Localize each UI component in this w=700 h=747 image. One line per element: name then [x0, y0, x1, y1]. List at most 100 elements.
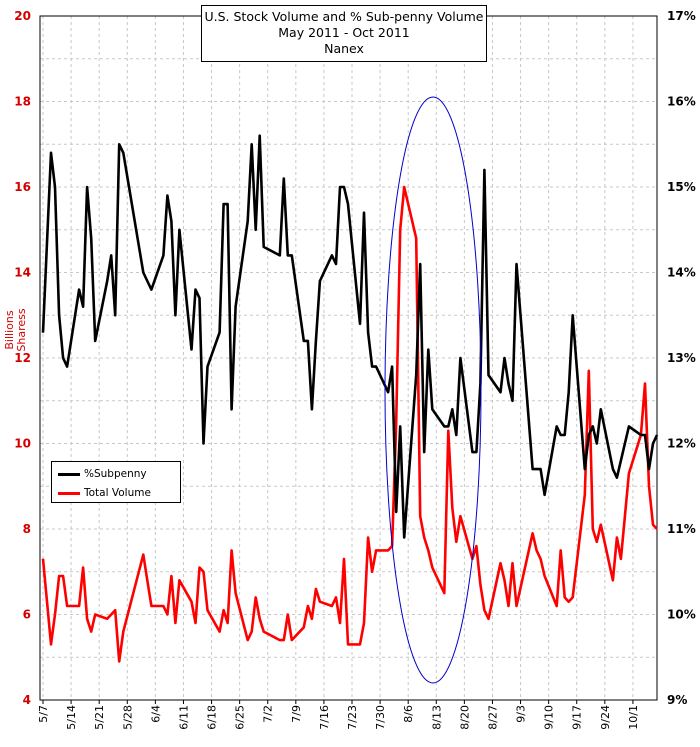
- right-tick-label: 9%: [667, 693, 687, 707]
- data-point: [162, 254, 164, 256]
- x-tick-label: 9/24: [599, 705, 612, 730]
- data-point: [114, 609, 116, 611]
- left-tick-label: 6: [23, 608, 31, 622]
- left-tick-label: 12: [14, 351, 31, 365]
- data-point: [471, 451, 473, 453]
- data-point: [331, 254, 333, 256]
- data-point: [339, 622, 341, 624]
- data-point: [146, 280, 148, 282]
- data-point: [50, 152, 52, 154]
- data-point: [459, 357, 461, 359]
- x-tick-label: 9/3: [515, 705, 528, 723]
- data-point: [499, 562, 502, 564]
- data-point: [507, 383, 510, 385]
- x-tick-label: 9/17: [571, 705, 584, 730]
- data-point: [564, 434, 566, 436]
- data-point: [415, 237, 417, 239]
- data-point: [419, 263, 421, 265]
- data-point: [331, 605, 333, 607]
- data-point: [106, 618, 108, 620]
- right-tick-label: 17%: [667, 9, 696, 23]
- data-point: [443, 425, 445, 427]
- data-point: [263, 246, 265, 248]
- data-point: [387, 391, 389, 393]
- data-point: [560, 549, 562, 551]
- data-point: [487, 618, 490, 620]
- data-point: [584, 468, 586, 470]
- highlight-ellipse: [384, 96, 482, 684]
- data-point: [644, 383, 646, 385]
- data-point: [62, 357, 64, 359]
- x-tick-label: 6/11: [177, 705, 190, 730]
- data-point: [206, 365, 209, 368]
- data-point: [459, 515, 461, 517]
- data-point: [427, 348, 429, 351]
- data-point: [568, 601, 570, 603]
- data-point: [455, 434, 457, 436]
- data-point: [419, 515, 421, 517]
- data-point: [42, 558, 44, 560]
- data-point: [556, 605, 558, 607]
- data-point: [247, 220, 249, 222]
- data-point: [110, 254, 112, 256]
- chart-subtitle: May 2011 - Oct 2011: [278, 25, 410, 40]
- left-tick-label: 4: [23, 693, 31, 707]
- data-point: [656, 528, 658, 530]
- data-point: [455, 541, 457, 543]
- data-point: [94, 340, 96, 342]
- data-point: [600, 524, 602, 526]
- data-point: [283, 639, 285, 641]
- data-point: [162, 605, 164, 607]
- data-point: [279, 639, 281, 641]
- data-point: [475, 451, 478, 453]
- data-point: [150, 289, 152, 291]
- data-point: [395, 421, 397, 423]
- data-point: [443, 592, 445, 594]
- right-tick-label: 16%: [667, 95, 696, 109]
- data-point: [628, 472, 630, 475]
- data-point: [279, 254, 281, 256]
- data-point: [616, 477, 618, 479]
- data-point: [483, 609, 486, 611]
- data-point: [656, 434, 658, 436]
- data-point: [255, 596, 257, 599]
- data-point: [375, 549, 377, 551]
- data-point: [222, 203, 225, 205]
- data-point: [174, 622, 177, 624]
- series-subpenny: [41, 134, 659, 539]
- data-point: [118, 143, 120, 145]
- data-point: [375, 365, 377, 368]
- data-point: [503, 579, 506, 581]
- data-point: [166, 194, 169, 197]
- legend-item-subpenny: %Subpenny: [58, 467, 147, 481]
- chart-title-box: U.S. Stock Volume and % Sub-penny Volume…: [201, 5, 487, 62]
- data-point: [86, 618, 88, 620]
- data-point: [511, 400, 514, 402]
- data-point: [596, 442, 598, 445]
- data-point: [291, 254, 293, 256]
- x-tick-label: 6/4: [149, 705, 162, 723]
- data-point: [531, 468, 534, 470]
- chart-title: U.S. Stock Volume and % Sub-penny Volume: [204, 9, 484, 24]
- data-point: [487, 374, 490, 376]
- data-point: [648, 468, 650, 470]
- x-tick-label: 6/18: [206, 705, 219, 730]
- data-point: [399, 425, 401, 427]
- data-point: [122, 152, 124, 154]
- data-point: [90, 237, 92, 239]
- data-point: [90, 631, 92, 633]
- data-point: [507, 605, 510, 607]
- legend-label-volume: Total Volume: [84, 487, 151, 499]
- data-point: [82, 566, 84, 569]
- data-point: [54, 613, 56, 616]
- data-point: [403, 536, 405, 539]
- data-point: [142, 554, 144, 556]
- data-point: [150, 605, 152, 607]
- right-axis-ticks: 9% 10% 11% 12% 13% 14% 15% 16% 17%: [667, 9, 696, 707]
- data-point: [620, 558, 622, 560]
- data-point: [531, 532, 534, 534]
- data-point: [231, 549, 233, 551]
- data-point: [227, 203, 229, 205]
- data-point: [568, 391, 570, 393]
- data-point: [343, 558, 345, 560]
